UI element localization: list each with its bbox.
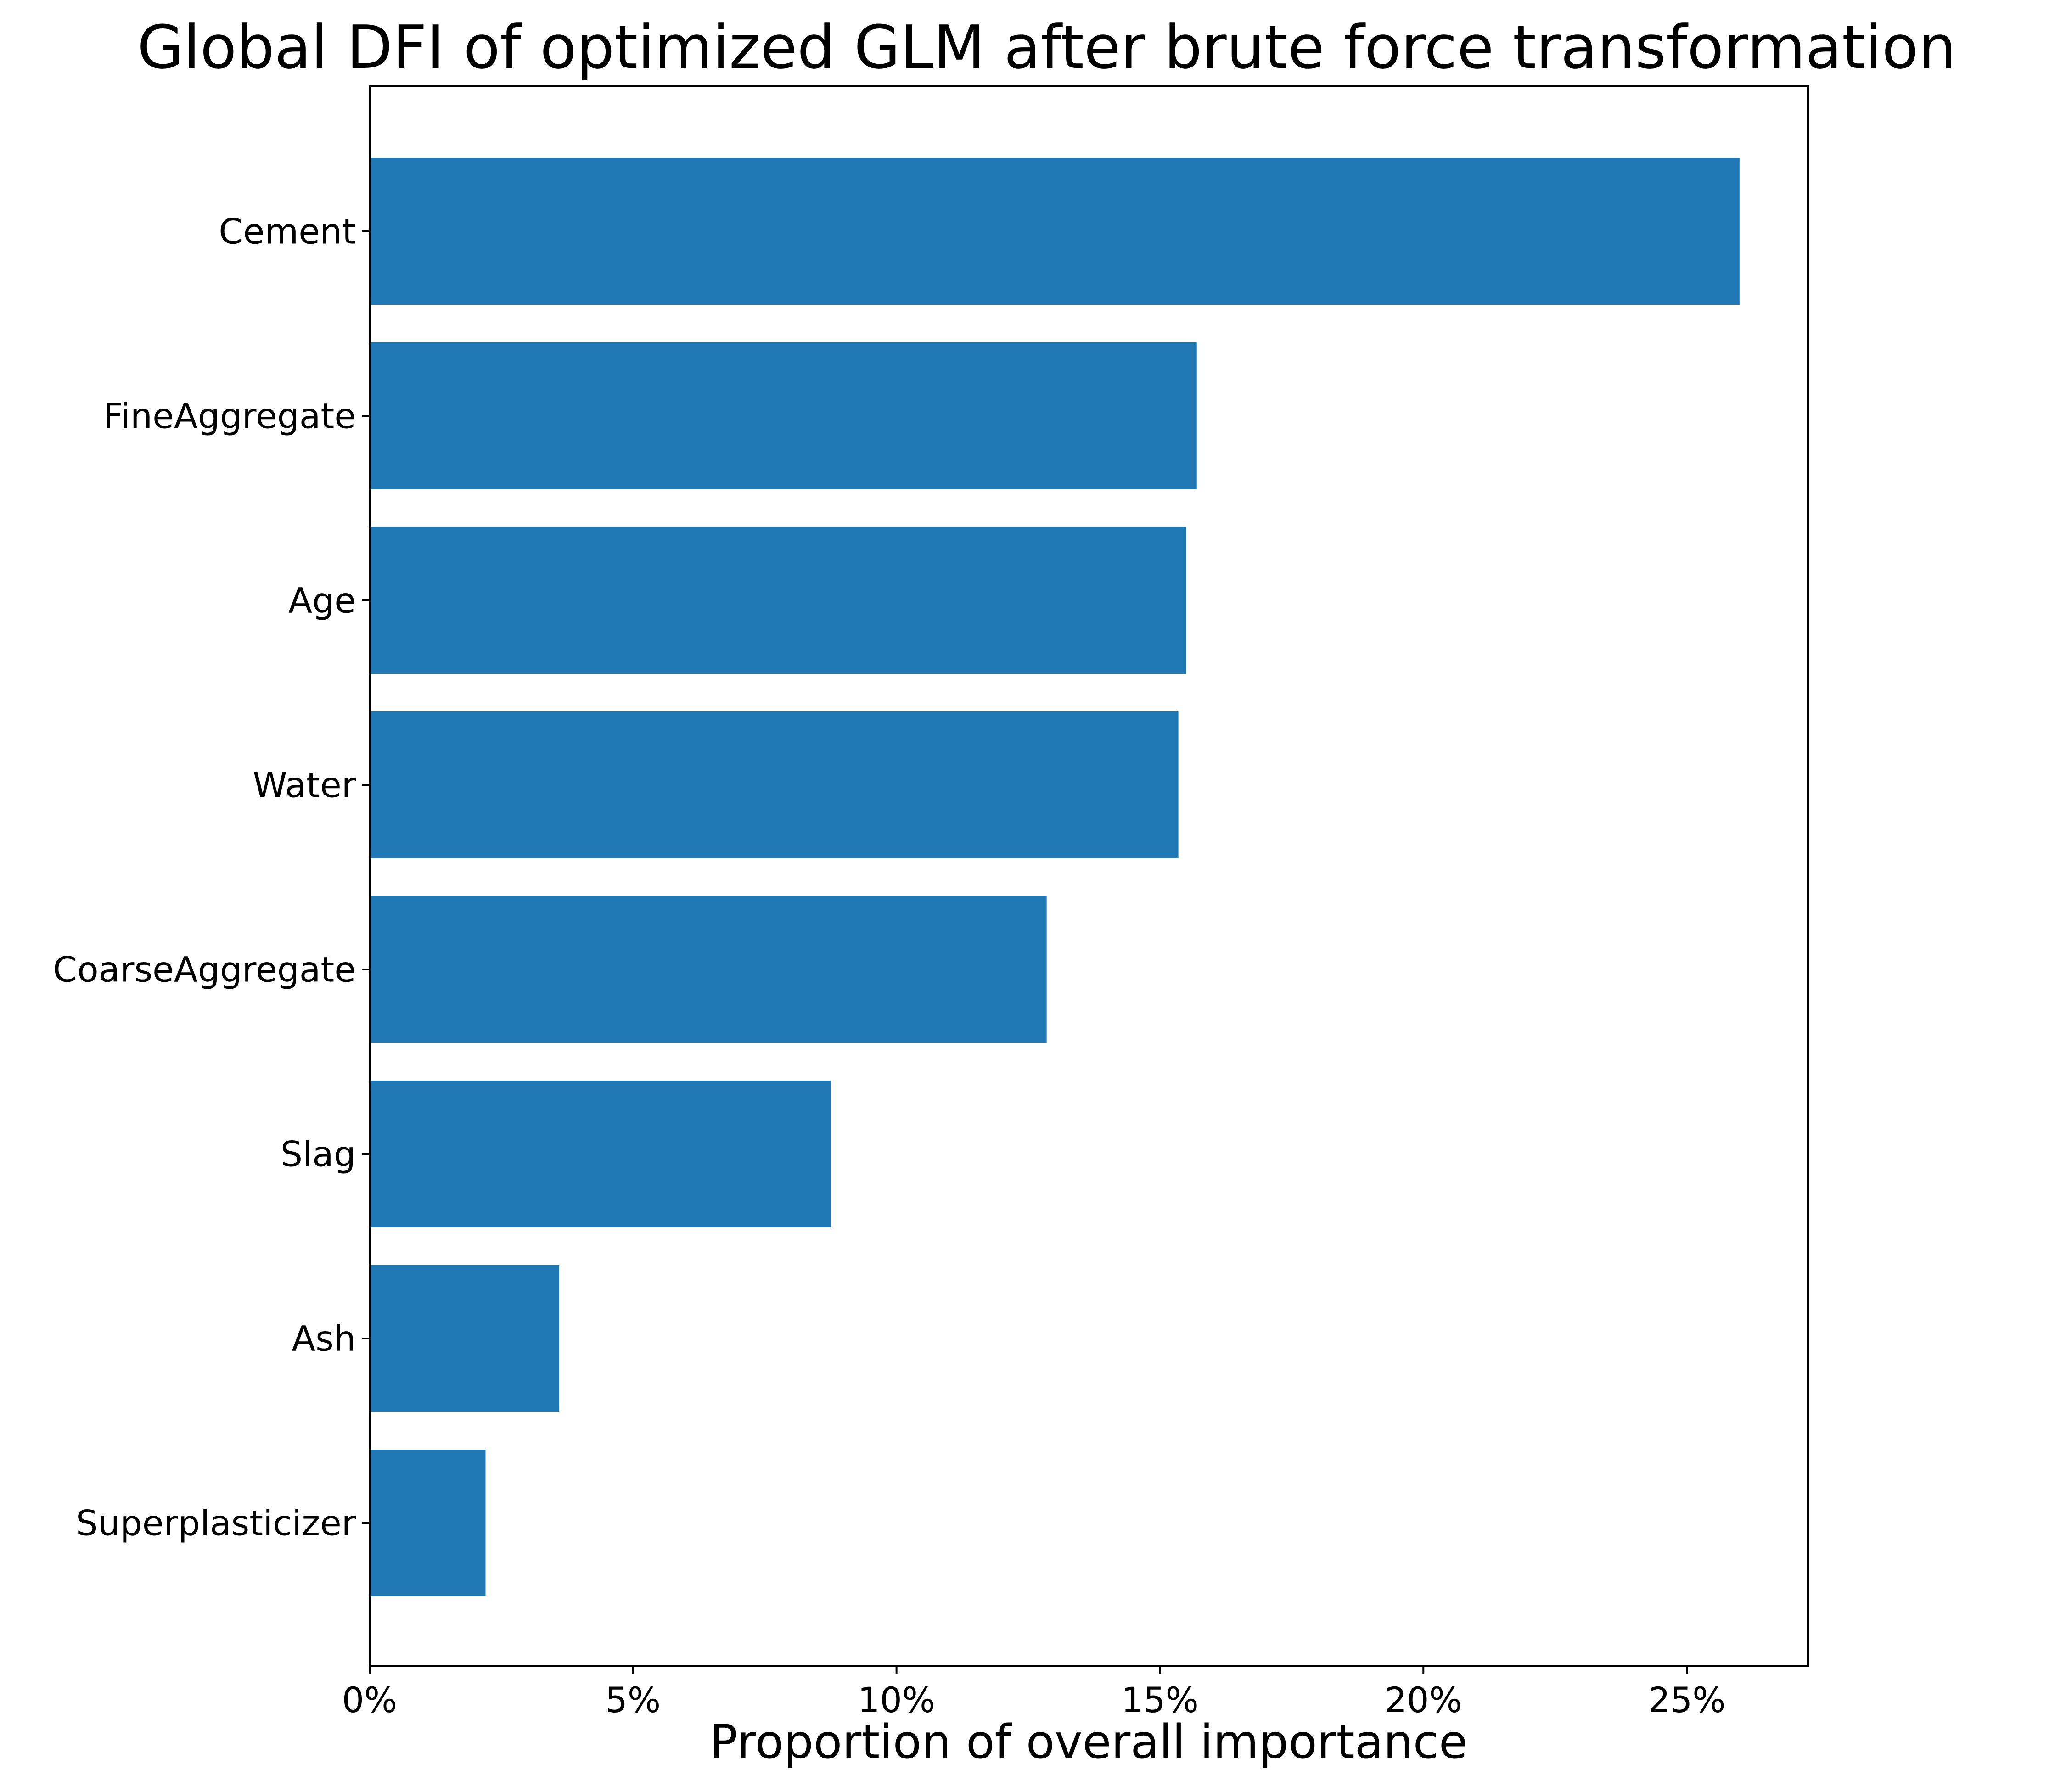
y-tick-label: Superplasticizer [76, 1503, 356, 1544]
y-tick-label: Water [253, 765, 356, 806]
x-axis-ticks: 0% 5% 10% 15% 20% 25% [342, 1666, 1726, 1720]
bar-superplasticizer [370, 1450, 486, 1596]
bar-coarseaggregate [370, 896, 1047, 1043]
x-tick-label: 15% [1121, 1680, 1199, 1720]
y-tick-label: Slag [281, 1134, 356, 1175]
y-tick-label: CoarseAggregate [53, 949, 356, 990]
y-axis-ticks: Cement FineAggregate Age Water CoarseAggrega… [53, 211, 370, 1544]
y-tick-label: Age [288, 580, 356, 621]
plot-frame [369, 85, 1809, 1667]
x-tick-label: 25% [1648, 1680, 1726, 1720]
chart-title: Global DFI of optimized GLM after brute … [137, 12, 1956, 82]
x-tick-label: 5% [606, 1680, 661, 1720]
bar-ash [370, 1265, 560, 1412]
x-tick-label: 0% [342, 1680, 398, 1720]
y-tick-label: Ash [292, 1318, 356, 1359]
y-tick-label: FineAggregate [103, 396, 356, 437]
x-tick-label: 20% [1385, 1680, 1462, 1720]
bar-fineaggregate [370, 342, 1197, 489]
x-axis-label: Proportion of overall importance [709, 1715, 1467, 1770]
bar-slag [370, 1081, 831, 1227]
y-tick-label: Cement [219, 211, 356, 252]
bar-water [370, 711, 1179, 858]
bars-layer [370, 158, 1740, 1596]
bar-age [370, 527, 1186, 674]
x-tick-label: 10% [858, 1680, 935, 1720]
bar-cement [370, 158, 1740, 305]
